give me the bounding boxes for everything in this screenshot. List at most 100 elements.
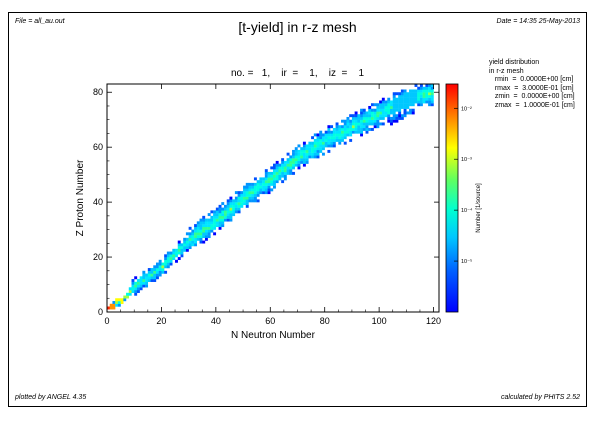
heatmap-cell (403, 103, 407, 107)
heatmap-cell (177, 246, 181, 250)
heatmap-cell (185, 243, 189, 247)
heatmap-cell (180, 246, 184, 250)
heatmap-cell (392, 114, 396, 118)
heatmap-cell (297, 163, 301, 167)
heatmap-cell (213, 218, 217, 222)
heatmap-cell (354, 114, 358, 118)
heatmap-cell (292, 171, 295, 175)
heatmap-cell (360, 127, 364, 131)
heatmap-cell (338, 125, 342, 129)
heatmap-cell (343, 119, 347, 123)
heatmap-cell (251, 199, 255, 203)
heatmap-cell (428, 100, 432, 104)
heatmap-cell (316, 144, 320, 148)
heatmap-cell (262, 185, 266, 189)
heatmap-cell (188, 243, 192, 247)
heatmap-cell (400, 103, 404, 107)
heatmap-cell (406, 105, 410, 109)
heatmap-cell (194, 243, 198, 247)
heatmap-cell (166, 254, 170, 258)
heatmap-cell (267, 171, 271, 175)
calculated-by-label: calculated by PHITS 2.52 (501, 394, 580, 401)
heatmap-cell (278, 163, 282, 167)
heatmap-cell (281, 166, 285, 170)
heatmap-cell (351, 125, 355, 129)
axes: 0 20 40 60 80 100 120 0 20 40 60 80 (93, 84, 441, 326)
heatmap-cell (191, 243, 195, 247)
heatmap-cell (264, 188, 268, 192)
heatmap-cell (210, 210, 214, 214)
heatmap-cell (370, 103, 374, 107)
heatmap-cell (207, 226, 211, 230)
heatmap-cell (422, 100, 426, 104)
heatmap-cell (346, 122, 350, 126)
heatmap-cell (273, 163, 276, 167)
heatmap-cell (185, 246, 189, 250)
heatmap-cell (294, 152, 298, 156)
heatmap-cell (226, 204, 230, 208)
heatmap-cell (313, 152, 317, 156)
heatmap-cell (313, 141, 317, 145)
heatmap-cell (311, 147, 315, 151)
heatmap-cell (139, 281, 143, 285)
heatmap-cell (164, 259, 168, 263)
heatmap-cell (414, 92, 418, 96)
heatmap-cell (289, 160, 293, 164)
heatmap-cell (430, 89, 434, 93)
heatmap-cell (145, 281, 149, 285)
heatmap-cell (308, 144, 312, 148)
heatmap-cell (387, 105, 391, 109)
heatmap-cell (351, 114, 355, 118)
heatmap-cell (400, 94, 404, 98)
heatmap-cell (302, 163, 306, 167)
heatmap-cell (218, 213, 222, 217)
y-tick-label: 60 (93, 142, 103, 152)
heatmap-cell (419, 92, 423, 96)
heatmap-cell (360, 108, 364, 112)
heatmap-cell (417, 100, 421, 104)
heatmap-cell (395, 100, 399, 104)
heatmap-cell (226, 213, 230, 217)
heatmap-cell (215, 210, 219, 214)
heatmap-cell (234, 207, 238, 211)
heatmap-cell (204, 232, 208, 236)
heatmap-cell (188, 246, 192, 250)
heatmap-cell (240, 199, 244, 203)
heatmap-cell (245, 193, 249, 197)
heatmap-cell (425, 89, 429, 93)
heatmap-cell (324, 136, 328, 140)
heatmap-cell (273, 182, 276, 186)
heatmap-cell (308, 155, 312, 159)
heatmap-cell (207, 229, 211, 233)
chart-svg: 0 20 40 60 80 100 120 0 20 40 60 80 N Neutron Numbe… (75, 83, 482, 341)
heatmap-cell (123, 295, 127, 299)
heatmap-cell (139, 287, 143, 291)
heatmap-cell (365, 111, 369, 115)
heatmap-cell (370, 122, 374, 126)
heatmap-cell (354, 130, 358, 134)
heatmap-cell (169, 259, 173, 263)
heatmap-cell (281, 160, 285, 164)
heatmap-cell (409, 92, 412, 96)
heatmap-cell (330, 125, 334, 129)
heatmap-cell (218, 224, 222, 228)
heatmap-cell (202, 226, 206, 230)
heatmap-cell (406, 100, 410, 104)
heatmap-cell (191, 237, 195, 241)
heatmap-cell (202, 215, 206, 219)
heatmap-cell (245, 182, 249, 186)
heatmap-cell (218, 204, 222, 208)
heatmap-cell (115, 301, 119, 304)
heatmap-cell (256, 188, 260, 192)
heatmap-cell (147, 270, 151, 274)
heatmap-cell (297, 155, 301, 159)
y-tick-label: 20 (93, 252, 103, 262)
heatmap-cell (262, 191, 266, 195)
heatmap-cell (264, 171, 268, 175)
heatmap-cell (379, 122, 383, 126)
heatmap-cell (428, 89, 432, 93)
heatmap-cell (264, 169, 268, 173)
heatmap-cell (196, 235, 200, 239)
heatmap-cell (365, 130, 369, 134)
heatmap-cell (390, 111, 393, 115)
